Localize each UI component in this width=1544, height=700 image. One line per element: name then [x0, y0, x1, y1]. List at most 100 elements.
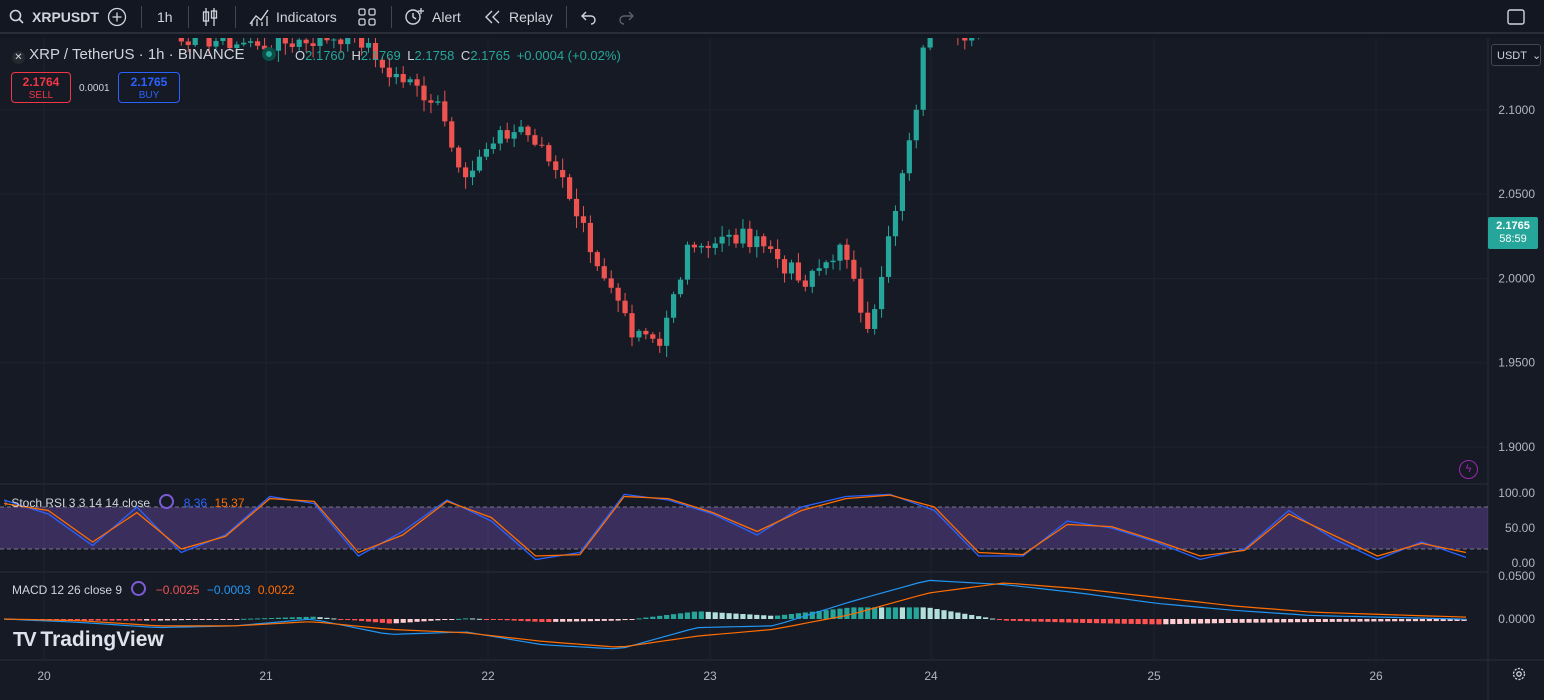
- macd-histogram-bar: [941, 610, 947, 619]
- candle-body: [601, 266, 607, 279]
- candle-body: [324, 38, 330, 41]
- macd-histogram-bar: [185, 619, 191, 621]
- time-tick-label: 23: [703, 669, 717, 683]
- candle-body: [657, 338, 663, 346]
- symbol-search-button[interactable]: XRPUSDT: [8, 0, 99, 34]
- candle-body: [664, 317, 670, 346]
- candle-body: [573, 198, 580, 217]
- candle-body: [372, 43, 379, 60]
- macd-histogram-bar: [1100, 619, 1107, 624]
- candle-body: [525, 126, 531, 136]
- chart-type-button[interactable]: [200, 0, 220, 34]
- macd-histogram-bar: [324, 617, 330, 619]
- candle-body: [913, 109, 919, 141]
- candle-body: [802, 280, 808, 287]
- candle-body: [268, 49, 275, 51]
- time-tick-label: 22: [481, 669, 495, 683]
- replay-button[interactable]: Replay: [484, 0, 553, 34]
- macd-histogram-bar: [1052, 619, 1058, 623]
- macd-histogram-bar: [1211, 619, 1217, 624]
- candle-body: [310, 43, 316, 46]
- macd-histogram-bar: [671, 614, 677, 619]
- axes: 2.35002.30002.25002.20002.15002.10002.05…: [37, 103, 1535, 683]
- macd-histogram-bar: [1274, 619, 1280, 623]
- macd-histogram-bar: [1357, 619, 1363, 622]
- candle-body: [359, 38, 365, 48]
- macd-histogram-bar: [1149, 619, 1155, 625]
- candle-body: [733, 234, 739, 244]
- macd-histogram-bar: [102, 619, 108, 621]
- macd-histogram-bar: [830, 609, 836, 619]
- macd-histogram-bar: [151, 619, 157, 621]
- candle-body: [726, 234, 732, 237]
- macd-histogram-bar: [594, 619, 600, 622]
- macd-histogram-bar: [948, 611, 954, 619]
- macd-histogram-bar: [317, 617, 323, 619]
- macd-histogram-bar: [913, 607, 919, 619]
- macd-histogram-bar: [81, 619, 87, 621]
- macd-histogram-bar: [53, 619, 60, 620]
- macd-histogram-bar: [1038, 619, 1044, 622]
- candle-body: [428, 100, 434, 103]
- macd-histogram-bar: [712, 612, 718, 619]
- time-tick-label: 26: [1369, 669, 1383, 683]
- interval-label: 1h: [157, 9, 173, 25]
- interval-button[interactable]: 1h: [157, 0, 173, 34]
- candle-body: [629, 313, 635, 338]
- macd-histogram-bar: [213, 619, 219, 620]
- compare-button[interactable]: [106, 0, 128, 34]
- redo-button[interactable]: [618, 0, 636, 34]
- macd-histogram-bar: [331, 618, 337, 620]
- macd-histogram-bar: [1301, 619, 1308, 623]
- macd-histogram-bar: [1343, 619, 1349, 622]
- macd-histogram-bar: [386, 619, 392, 624]
- macd-histogram-bar: [844, 607, 850, 619]
- undo-button[interactable]: [579, 0, 597, 34]
- macd-histogram-bar: [310, 616, 316, 619]
- macd-histogram-bar: [601, 619, 607, 621]
- fullscreen-button[interactable]: [1506, 0, 1526, 34]
- macd-histogram-bar: [282, 617, 288, 619]
- indicators-icon: [249, 9, 269, 26]
- candle-body: [691, 244, 697, 248]
- macd-histogram-bar: [275, 617, 281, 619]
- time-tick-label: 24: [924, 669, 938, 683]
- macd-histogram-bar: [1225, 619, 1231, 623]
- macd-histogram-bar: [754, 614, 760, 619]
- macd-histogram-bar: [379, 619, 385, 623]
- macd-histogram-bar: [622, 619, 628, 621]
- candle-body: [331, 39, 337, 41]
- macd-histogram-bar: [296, 617, 302, 619]
- macd-histogram-bar: [1218, 619, 1224, 624]
- macd-histogram-bar: [920, 607, 926, 619]
- candle-body: [275, 38, 281, 51]
- macd-histogram-bar: [885, 607, 892, 619]
- macd-histogram-bar: [996, 619, 1003, 620]
- macd-histogram-bar: [1295, 619, 1301, 623]
- macd-histogram-bar: [560, 619, 566, 622]
- candle-body: [220, 38, 226, 41]
- macd-histogram-bar: [879, 607, 885, 619]
- symbol-label: XRPUSDT: [32, 9, 99, 25]
- macd-histogram-bar: [650, 616, 656, 619]
- macd-histogram-bar: [359, 619, 365, 621]
- top-toolbar: XRPUSDT 1h Indicators Alert Replay: [0, 0, 1544, 34]
- indicators-button[interactable]: Indicators: [248, 0, 337, 34]
- macd-histogram-bar: [88, 619, 94, 621]
- toolbar-divider: [391, 6, 392, 28]
- macd-histogram-bar: [1440, 619, 1446, 622]
- macd-histogram-bar: [1378, 619, 1384, 622]
- layouts-button[interactable]: [357, 0, 377, 34]
- candle-body: [400, 73, 406, 83]
- candle-body: [296, 39, 302, 47]
- candle-body: [497, 130, 503, 144]
- macd-histogram-bar: [1399, 619, 1405, 622]
- candle-body: [469, 170, 476, 178]
- macd-histogram-bar: [261, 618, 268, 620]
- macd-histogram-bar: [365, 619, 372, 622]
- candle-body: [567, 177, 573, 199]
- alert-button[interactable]: Alert: [403, 0, 461, 34]
- chart-area[interactable]: 2.35002.30002.25002.20002.15002.10002.05…: [0, 38, 1544, 700]
- stoch-tick-label: 50.00: [1505, 521, 1535, 535]
- macd-histogram-bar: [1107, 619, 1113, 624]
